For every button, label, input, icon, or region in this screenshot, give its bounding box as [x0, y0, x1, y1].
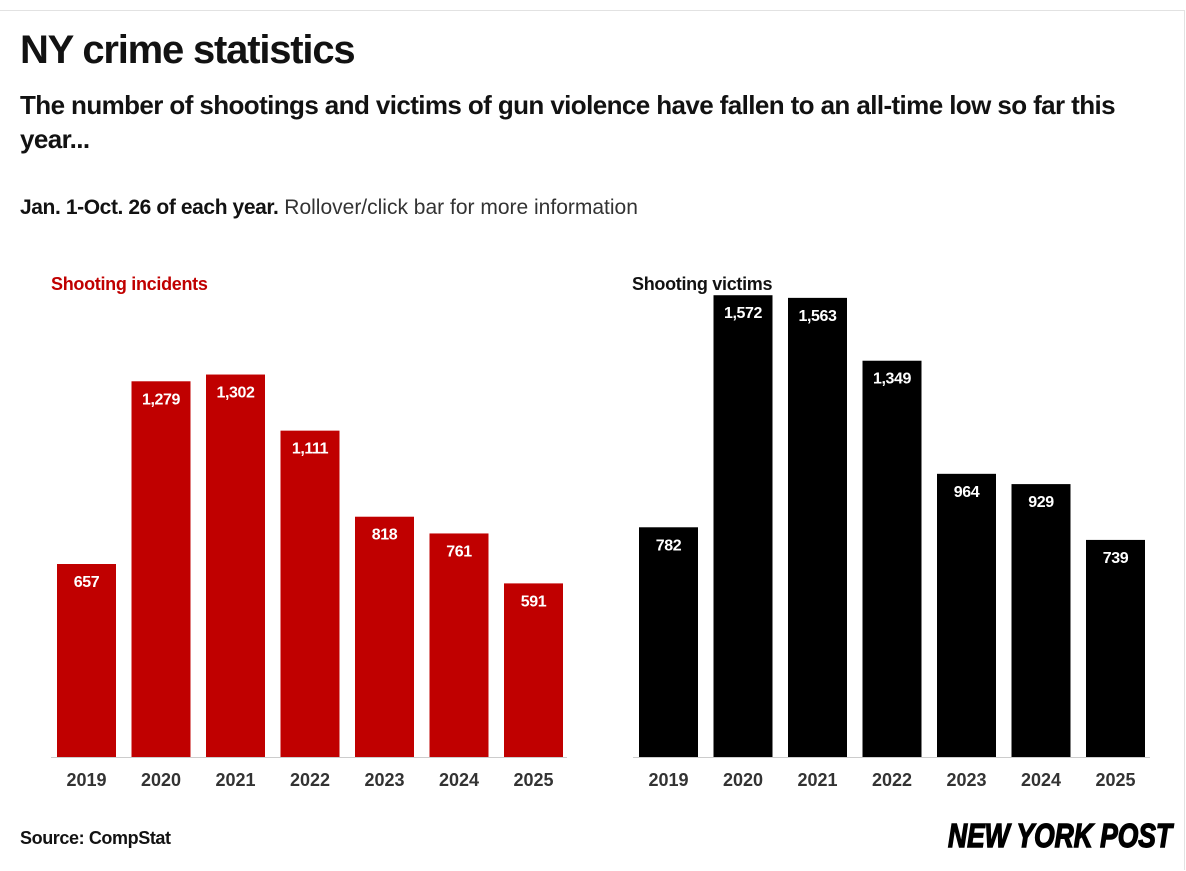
incidents-value-label-2023: 818 [372, 527, 398, 544]
incidents-bar-2023[interactable] [355, 516, 414, 757]
victims-chart-title: Shooting victims [632, 274, 773, 294]
victims-x-tick-2020: 2020 [723, 770, 763, 790]
incidents-x-tick-2023: 2023 [364, 770, 404, 790]
victims-x-tick-2024: 2024 [1021, 770, 1061, 790]
incidents-x-tick-2020: 2020 [141, 770, 181, 790]
incidents-value-label-2022: 1,111 [292, 441, 329, 458]
victims-value-label-2024: 929 [1028, 494, 1054, 511]
victims-value-label-2023: 964 [954, 484, 980, 501]
incidents-bar-2025[interactable] [504, 583, 563, 757]
incidents-bar-2021[interactable] [206, 374, 265, 757]
incidents-x-tick-2024: 2024 [439, 770, 479, 790]
date-range-label: Jan. 1-Oct. 26 of each year. [20, 196, 279, 219]
victims-bar-2020[interactable] [713, 295, 773, 757]
incidents-value-label-2021: 1,302 [216, 385, 255, 402]
incidents-value-label-2024: 761 [446, 543, 472, 560]
victims-value-label-2022: 1,349 [873, 371, 912, 388]
victims-bar-2022[interactable] [862, 360, 922, 757]
incidents-value-label-2020: 1,279 [142, 391, 181, 408]
chart-frame [0, 10, 1185, 870]
rollover-hint: Rollover/click bar for more information [284, 196, 638, 219]
logo-wordmark: NEW YORK POST [948, 817, 1174, 854]
victims-value-label-2025: 739 [1103, 550, 1129, 567]
victims-x-tick-2019: 2019 [648, 770, 688, 790]
incidents-bar-2019[interactable] [57, 564, 116, 757]
victims-x-tick-2022: 2022 [872, 770, 912, 790]
victims-bar-2025[interactable] [1086, 539, 1145, 757]
victims-x-tick-2023: 2023 [946, 770, 986, 790]
victims-value-label-2020: 1,572 [724, 305, 763, 322]
victims-bar-2019[interactable] [639, 527, 698, 757]
victims-x-tick-2021: 2021 [797, 770, 837, 790]
incidents-value-label-2019: 657 [74, 574, 100, 591]
page-subtitle: The number of shootings and victims of g… [20, 90, 1116, 154]
source-note: Source: CompStat [20, 828, 171, 848]
date-range-note: Jan. 1-Oct. 26 of each year. Rollover/cl… [20, 196, 638, 220]
victims-bar-2023[interactable] [937, 473, 996, 757]
incidents-bar-2022[interactable] [280, 430, 340, 757]
new-york-post-logo: NEW YORK POST [944, 813, 1176, 857]
page-title: NY crime statistics [20, 28, 356, 72]
incidents-value-label-2025: 591 [521, 593, 547, 610]
incidents-x-tick-2019: 2019 [66, 770, 106, 790]
incidents-chart-title: Shooting incidents [51, 274, 208, 294]
incidents-bar-2020[interactable] [131, 381, 191, 757]
victims-value-label-2021: 1,563 [798, 308, 837, 325]
incidents-x-tick-2021: 2021 [215, 770, 255, 790]
victims-x-tick-2025: 2025 [1095, 770, 1135, 790]
victims-bar-2021[interactable] [788, 297, 847, 757]
incidents-bar-2024[interactable] [429, 533, 489, 757]
victims-bar-2024[interactable] [1011, 484, 1071, 757]
victims-value-label-2019: 782 [656, 537, 682, 554]
incidents-x-tick-2022: 2022 [290, 770, 330, 790]
incidents-x-tick-2025: 2025 [513, 770, 553, 790]
